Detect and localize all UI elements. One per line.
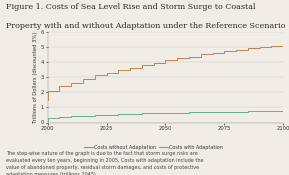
Costs with Adaptation <box>93 115 97 117</box>
Line: Costs with Adaptation: Costs with Adaptation <box>48 111 283 121</box>
Costs with Adaptation <box>46 117 49 119</box>
Legend: Costs without Adaptation, Costs with Adaptation: Costs without Adaptation, Costs with Ada… <box>84 145 223 150</box>
Costs without Adaptation <box>46 90 49 92</box>
Costs without Adaptation <box>246 49 250 51</box>
Costs without Adaptation <box>140 64 144 66</box>
Line: Costs without Adaptation: Costs without Adaptation <box>48 46 283 100</box>
Costs with Adaptation <box>223 111 226 113</box>
Costs with Adaptation <box>140 112 144 114</box>
Costs with Adaptation <box>93 114 97 116</box>
Costs with Adaptation <box>117 113 120 115</box>
Text: Property with and without Adaptation under the Reference Scenario: Property with and without Adaptation und… <box>6 22 285 30</box>
Costs without Adaptation <box>81 82 85 84</box>
Costs without Adaptation <box>70 82 73 84</box>
Costs without Adaptation <box>234 50 238 52</box>
Costs with Adaptation <box>211 111 214 113</box>
Costs with Adaptation <box>175 112 179 114</box>
Costs with Adaptation <box>187 112 191 114</box>
Costs without Adaptation <box>223 50 226 52</box>
Costs without Adaptation <box>152 62 155 64</box>
Costs without Adaptation <box>164 62 167 64</box>
Text: The step-wise nature of the graph is due to the fact that storm surge risks are
: The step-wise nature of the graph is due… <box>6 151 203 175</box>
Costs with Adaptation <box>117 114 120 116</box>
Costs without Adaptation <box>175 57 179 59</box>
Costs with Adaptation <box>81 115 85 117</box>
Costs with Adaptation <box>164 112 167 114</box>
Costs with Adaptation <box>140 113 144 115</box>
Costs with Adaptation <box>270 110 273 112</box>
Costs with Adaptation <box>199 111 203 113</box>
Costs without Adaptation <box>128 67 132 69</box>
Costs with Adaptation <box>246 111 250 113</box>
Costs without Adaptation <box>140 67 144 69</box>
Costs without Adaptation <box>234 49 238 51</box>
Costs with Adaptation <box>58 117 61 119</box>
Costs with Adaptation <box>46 120 49 122</box>
Costs without Adaptation <box>70 85 73 87</box>
Costs with Adaptation <box>234 111 238 113</box>
Costs without Adaptation <box>246 47 250 50</box>
Costs with Adaptation <box>270 110 273 112</box>
Costs without Adaptation <box>175 59 179 61</box>
Costs without Adaptation <box>164 59 167 61</box>
Costs with Adaptation <box>246 110 250 113</box>
Costs without Adaptation <box>152 64 155 66</box>
Costs with Adaptation <box>70 116 73 118</box>
Costs without Adaptation <box>211 53 214 55</box>
Costs with Adaptation <box>164 112 167 114</box>
Costs with Adaptation <box>105 114 108 116</box>
Costs with Adaptation <box>199 111 203 113</box>
Costs with Adaptation <box>81 115 85 117</box>
Costs with Adaptation <box>58 116 61 118</box>
Costs without Adaptation <box>128 69 132 71</box>
Costs with Adaptation <box>105 114 108 116</box>
Costs without Adaptation <box>117 72 120 74</box>
Costs with Adaptation <box>187 111 191 113</box>
Costs without Adaptation <box>211 52 214 54</box>
Costs without Adaptation <box>270 45 273 47</box>
Costs with Adaptation <box>281 110 285 112</box>
Costs without Adaptation <box>187 57 191 59</box>
Costs with Adaptation <box>128 113 132 115</box>
Y-axis label: Trillions of Dollars (discounted 3%): Trillions of Dollars (discounted 3%) <box>33 31 38 123</box>
Costs with Adaptation <box>128 113 132 115</box>
Costs with Adaptation <box>70 115 73 117</box>
Costs without Adaptation <box>281 45 285 47</box>
Costs without Adaptation <box>199 53 203 55</box>
Costs without Adaptation <box>105 72 108 74</box>
Costs with Adaptation <box>175 112 179 114</box>
Costs without Adaptation <box>93 74 97 76</box>
Costs without Adaptation <box>258 47 262 50</box>
Costs with Adaptation <box>152 112 155 114</box>
Costs without Adaptation <box>258 46 262 48</box>
Costs with Adaptation <box>258 110 262 112</box>
Costs without Adaptation <box>105 74 108 76</box>
Costs with Adaptation <box>211 111 214 113</box>
Costs with Adaptation <box>152 112 155 114</box>
Costs with Adaptation <box>223 111 226 113</box>
Costs without Adaptation <box>81 78 85 80</box>
Costs without Adaptation <box>58 90 61 92</box>
Costs without Adaptation <box>223 52 226 54</box>
Costs with Adaptation <box>258 110 262 113</box>
Costs with Adaptation <box>234 111 238 113</box>
Costs without Adaptation <box>117 69 120 71</box>
Costs without Adaptation <box>93 78 97 80</box>
Costs without Adaptation <box>199 55 203 58</box>
Costs without Adaptation <box>58 85 61 87</box>
Costs without Adaptation <box>187 55 191 58</box>
Text: Figure 1. Costs of Sea Level Rise and Storm Surge to Coastal: Figure 1. Costs of Sea Level Rise and St… <box>6 3 255 11</box>
Costs without Adaptation <box>270 46 273 48</box>
Costs without Adaptation <box>46 99 49 101</box>
